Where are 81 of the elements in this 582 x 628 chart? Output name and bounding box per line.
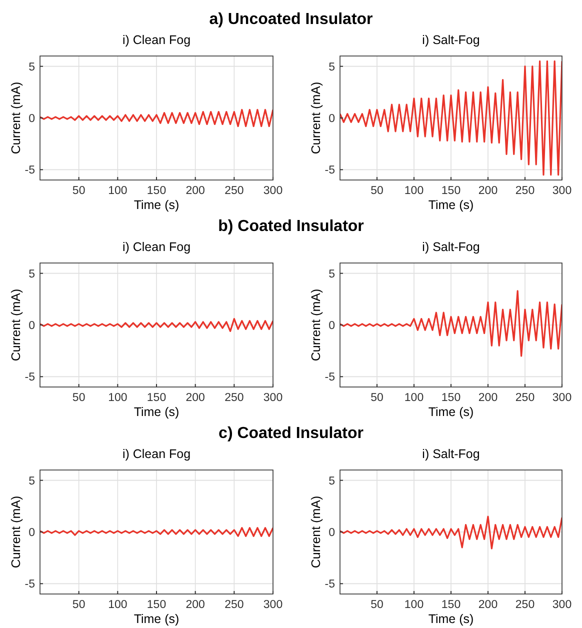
chart-title: c) Coated Insulator <box>218 425 364 442</box>
y-tick-label: 0 <box>328 320 335 332</box>
y-tick-label: 5 <box>328 61 335 74</box>
y-tick-label: -5 <box>324 372 335 384</box>
x-tick-label: 50 <box>72 599 86 611</box>
x-tick-label: 250 <box>224 599 244 611</box>
x-axis-title: Time (s) <box>134 612 180 626</box>
x-tick-label: 200 <box>186 599 205 611</box>
y-tick-label: -5 <box>24 372 35 384</box>
chart-subtitle: i) Salt-Fog <box>422 33 480 47</box>
x-tick-label: 250 <box>515 185 535 197</box>
x-tick-label: 300 <box>263 392 283 404</box>
x-tick-label: 300 <box>263 185 283 197</box>
x-tick-label: 150 <box>441 392 461 404</box>
x-axis-title: Time (s) <box>428 198 474 212</box>
x-tick-label: 250 <box>224 185 244 197</box>
line-series <box>340 60 562 176</box>
x-tick-label: 300 <box>552 392 572 404</box>
y-tick-label: 0 <box>28 113 35 125</box>
chart-title: a) Uncoated Insulator <box>209 11 373 28</box>
x-tick-label: 200 <box>478 392 498 404</box>
y-axis-title: Current (mA) <box>309 288 323 362</box>
y-tick-label: 5 <box>328 268 335 280</box>
chart-subtitle: i) Salt-Fog <box>422 240 480 254</box>
x-tick-label: 50 <box>72 185 86 197</box>
x-tick-label: 150 <box>146 185 166 197</box>
line-series <box>40 318 273 332</box>
x-tick-label: 150 <box>146 599 166 611</box>
x-tick-label: 250 <box>515 392 535 404</box>
x-tick-label: 200 <box>186 185 205 197</box>
y-tick-label: 5 <box>28 268 35 280</box>
x-axis-title: Time (s) <box>428 405 474 419</box>
y-axis-title: Current (mA) <box>9 82 23 154</box>
x-tick-label: 50 <box>72 392 86 404</box>
x-tick-label: 50 <box>370 185 384 197</box>
x-axis-title: Time (s) <box>428 612 474 626</box>
x-tick-label: 300 <box>552 599 572 611</box>
y-axis-title: Current (mA) <box>309 496 323 568</box>
x-tick-label: 250 <box>515 599 535 611</box>
y-tick-label: 5 <box>28 61 35 74</box>
x-tick-label: 100 <box>108 185 128 197</box>
line-series <box>340 290 562 357</box>
y-tick-label: -5 <box>324 164 335 177</box>
chart-subtitle: i) Clean Fog <box>122 240 191 254</box>
x-tick-label: 300 <box>263 599 283 611</box>
y-tick-label: 5 <box>28 475 35 488</box>
x-tick-label: 50 <box>370 392 384 404</box>
x-tick-label: 100 <box>404 185 424 197</box>
line-series <box>340 516 562 550</box>
y-tick-label: -5 <box>24 164 35 177</box>
chart-subtitle: i) Salt-Fog <box>422 447 480 461</box>
y-tick-label: 5 <box>328 475 335 488</box>
x-tick-label: 100 <box>404 392 424 404</box>
y-tick-label: -5 <box>324 578 335 591</box>
chart-subtitle: i) Clean Fog <box>122 447 191 461</box>
x-tick-label: 300 <box>552 185 572 197</box>
line-series <box>40 108 273 128</box>
x-tick-label: 200 <box>478 599 498 611</box>
y-tick-label: 0 <box>328 113 335 125</box>
chart-subtitle: i) Clean Fog <box>122 33 191 47</box>
line-series <box>40 527 273 537</box>
y-tick-label: 0 <box>28 527 35 539</box>
x-tick-label: 150 <box>146 392 166 404</box>
x-tick-label: 250 <box>224 392 244 404</box>
x-tick-label: 100 <box>108 599 128 611</box>
x-tick-label: 50 <box>370 599 384 611</box>
y-axis-title: Current (mA) <box>309 82 323 154</box>
x-tick-label: 150 <box>441 599 461 611</box>
y-axis-title: Current (mA) <box>9 496 23 568</box>
x-tick-label: 200 <box>186 392 205 404</box>
y-tick-label: 0 <box>328 527 335 539</box>
x-tick-label: 150 <box>441 185 461 197</box>
y-axis-title: Current (mA) <box>9 288 23 362</box>
x-tick-label: 200 <box>478 185 498 197</box>
x-tick-label: 100 <box>108 392 128 404</box>
y-tick-label: -5 <box>24 578 35 591</box>
x-axis-title: Time (s) <box>134 405 180 419</box>
x-tick-label: 100 <box>404 599 424 611</box>
y-tick-label: 0 <box>28 320 35 332</box>
x-axis-title: Time (s) <box>134 198 180 212</box>
chart-title: b) Coated Insulator <box>218 218 364 235</box>
